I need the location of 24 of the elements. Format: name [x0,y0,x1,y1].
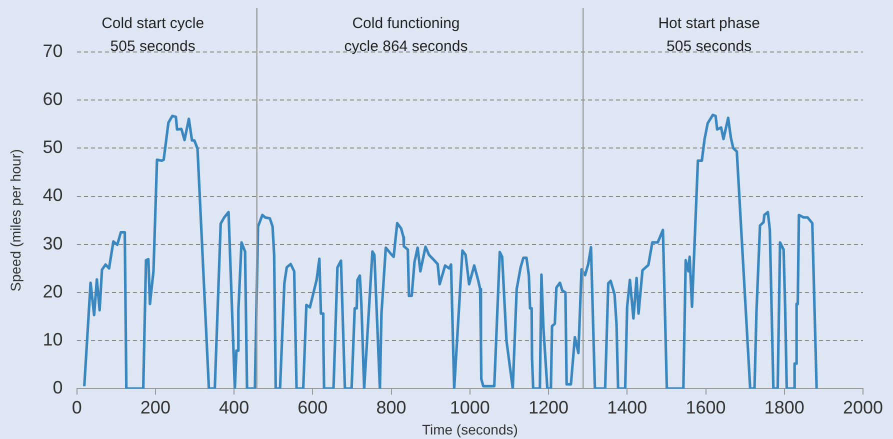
x-tick-label: 200 [140,397,170,418]
annotation: Cold functioning cycle 864 seconds [344,15,468,56]
y-tick-label: 10 [42,329,63,350]
y-axis-title: Speed (miles per hour) [7,149,24,292]
y-tick-label: 70 [42,40,63,61]
x-tick-label: 600 [298,397,328,418]
x-tick-label: 1600 [686,397,726,418]
x-tick-label: 1200 [528,397,569,418]
y-tick-label: 50 [42,137,63,158]
x-tick-label: 1400 [607,397,648,418]
x-tick-label: 1800 [764,397,804,418]
annotation: Hot start phase 505 seconds [658,15,760,56]
x-tick-label: 800 [376,397,406,418]
y-tick-label: 30 [42,233,63,254]
y-tick-label: 40 [42,185,63,206]
x-tick-label: 1000 [450,397,490,418]
x-tick-label: 0 [72,397,82,418]
x-tick-label: 2000 [842,397,884,418]
y-tick-label: 60 [42,89,63,110]
x-axis-title: Time (seconds) [422,421,518,438]
y-tick-label: 20 [42,281,63,302]
x-tick-label: 400 [219,397,250,418]
annotation: Cold start cycle 505 seconds [102,15,204,56]
y-tick-label: 0 [52,378,63,398]
